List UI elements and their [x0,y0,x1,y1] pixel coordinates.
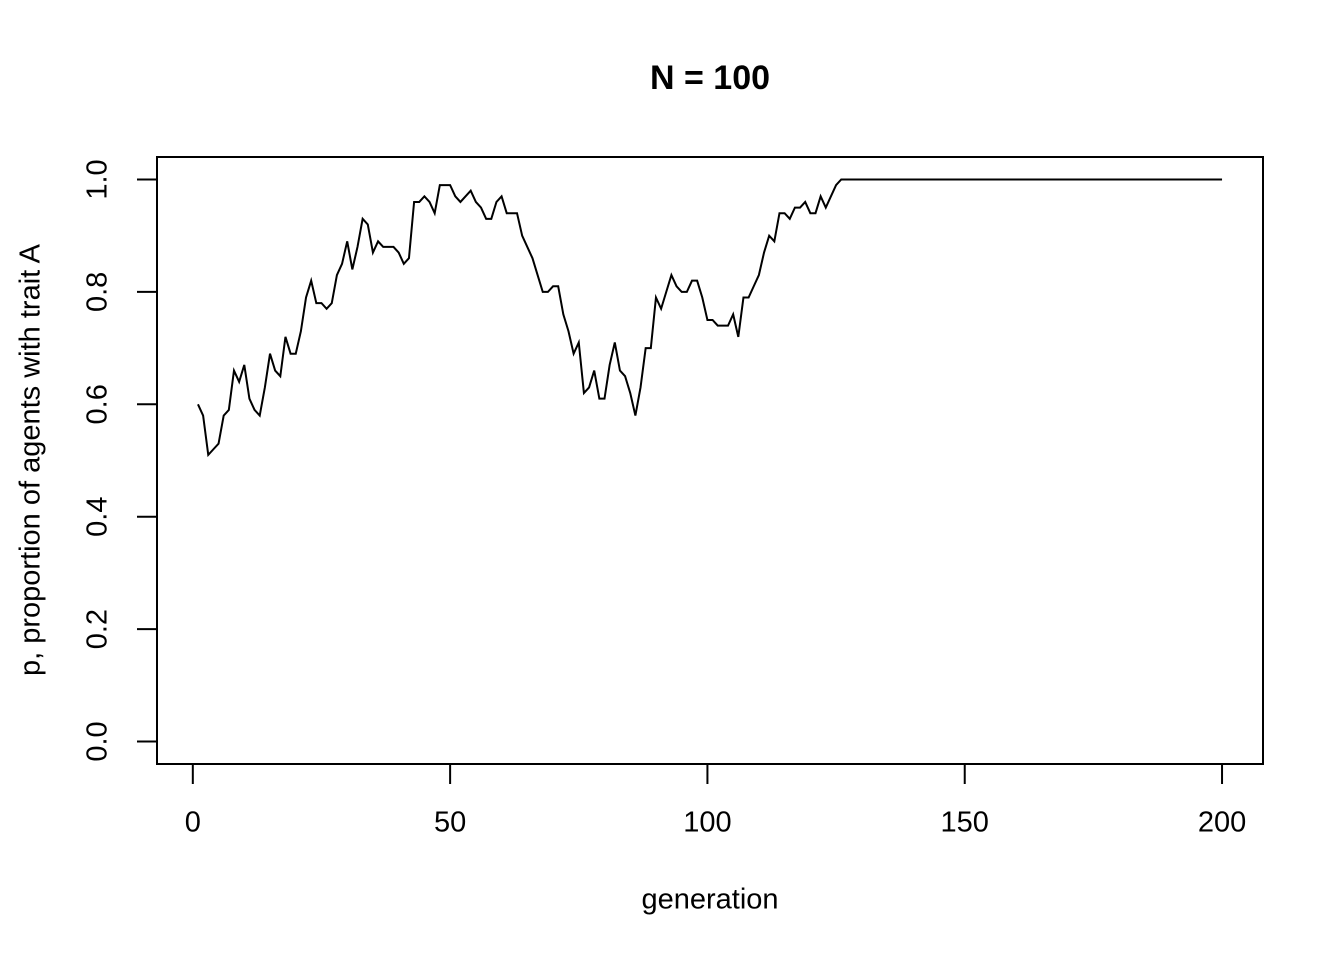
x-tick-label: 150 [941,807,989,839]
x-tick-label: 200 [1198,807,1246,839]
y-tick-label: 0.8 [82,272,114,312]
chart-title: N = 100 [650,59,770,97]
x-tick-label: 0 [185,807,201,839]
y-axis-label: p, proportion of agents with trait A [15,243,47,676]
y-tick-label: 0.0 [82,721,114,761]
y-tick-label: 0.4 [82,497,114,537]
y-tick-label: 1.0 [82,159,114,199]
data-line [197,178,1223,458]
x-axis-label: generation [641,884,778,916]
plot-box [156,156,1264,765]
x-tick-label: 50 [434,807,466,839]
y-tick-label: 0.6 [82,384,114,424]
x-tick-label: 100 [683,807,731,839]
y-tick-label: 0.2 [82,609,114,649]
